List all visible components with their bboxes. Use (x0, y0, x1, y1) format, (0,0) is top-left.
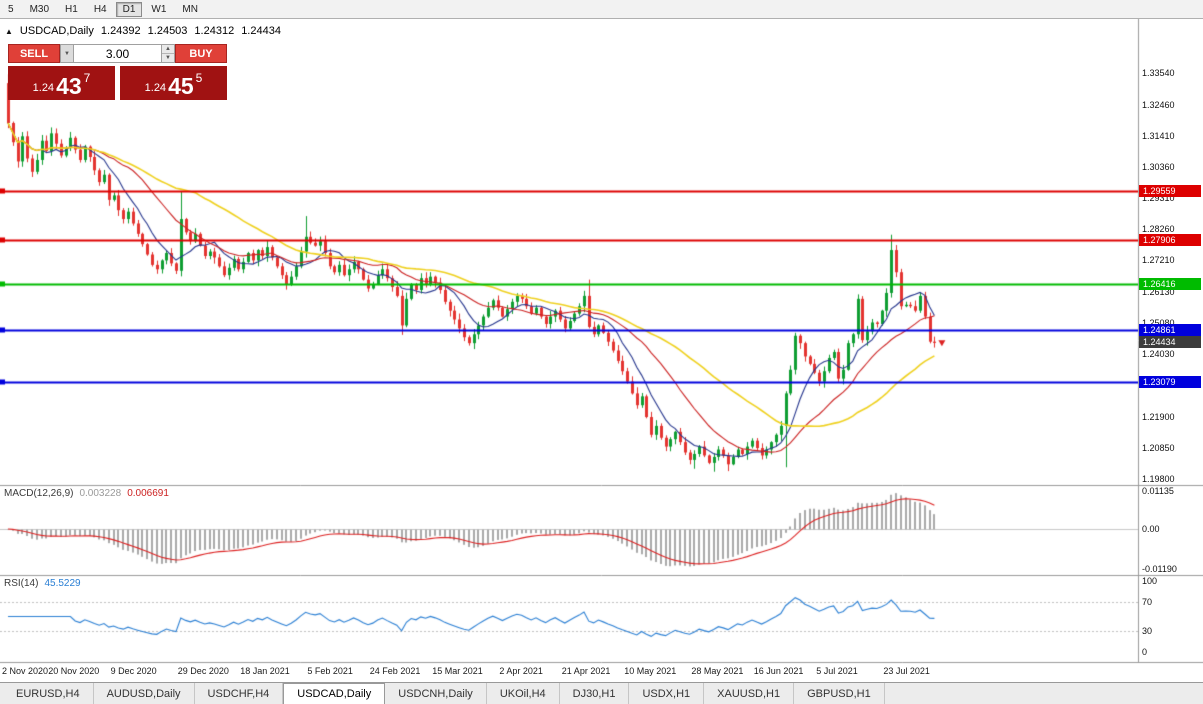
chart-tabs-bar: EURUSD,H4 AUDUSD,Daily USDCHF,H4 USDCAD,Dai… (0, 682, 1203, 704)
timeframe-button-m30[interactable]: M30 (29, 3, 50, 15)
bid-base: 1.24 (32, 82, 55, 94)
symbol-name: USDCAD,Daily (19, 25, 94, 37)
macd-signal-value: 0.006691 (127, 488, 169, 499)
rsi-pane-label: RSI(14) 45.5229 (4, 578, 81, 589)
volume-input[interactable] (73, 44, 162, 63)
symbol-header: ▲ USDCAD,Daily 1.24392 1.24503 1.24312 1… (5, 25, 281, 37)
volume-down-icon[interactable]: ▼ (162, 54, 174, 62)
chart-tab-eurusd-h4[interactable]: EURUSD,H4 (3, 683, 94, 704)
volume-dropdown-icon[interactable]: ▼ (60, 44, 73, 63)
chart-tab-xauusd-h1[interactable]: XAUUSD,H1 (704, 683, 795, 704)
chart-tab-usdx-h1[interactable]: USDX,H1 (629, 683, 705, 704)
ohlc-high: 1.24503 (147, 25, 188, 37)
chart-tab-gbpusd-h1[interactable]: GBPUSD,H1 (794, 683, 885, 704)
tick-up-icon: ▲ (5, 26, 13, 36)
chart-tab-usdcnh-daily[interactable]: USDCNH,Daily (385, 683, 487, 704)
ask-big-digits: 45 (168, 73, 194, 100)
macd-name: MACD(12,26,9) (4, 488, 74, 499)
price-chart-canvas[interactable] (0, 19, 1203, 682)
timeframe-button-5[interactable]: 5 (8, 3, 14, 15)
timeframe-toolbar: 5 M30 H1 H4 D1 W1 MN (0, 0, 1203, 19)
macd-main-value: 0.003228 (79, 488, 122, 499)
ohlc-low: 1.24312 (194, 25, 235, 37)
ohlc-close: 1.24434 (241, 25, 281, 37)
sell-button[interactable]: SELL (8, 44, 60, 63)
one-click-trade-panel: SELL ▼ ▲ ▼ BUY 1.24 43 7 1.24 45 5 (8, 44, 227, 100)
timeframe-button-h1[interactable]: H1 (65, 3, 78, 15)
macd-pane-label: MACD(12,26,9) 0.003228 0.006691 (4, 488, 169, 499)
bid-pip-digit: 7 (83, 71, 91, 85)
ask-base: 1.24 (144, 82, 167, 94)
timeframe-button-w1[interactable]: W1 (151, 3, 167, 15)
timeframe-button-d1[interactable]: D1 (115, 1, 143, 17)
timeframe-button-h4[interactable]: H4 (93, 3, 107, 15)
chart-tab-dj30-h1[interactable]: DJ30,H1 (560, 683, 630, 704)
volume-stepper: ▲ ▼ (162, 44, 175, 63)
ask-pip-digit: 5 (195, 71, 203, 85)
chart-tab-ukoil-h4[interactable]: UKOil,H4 (487, 683, 560, 704)
ask-price-tile[interactable]: 1.24 45 5 (120, 66, 227, 100)
chart-tab-usdcad-daily[interactable]: USDCAD,Daily (283, 683, 386, 704)
rsi-name: RSI(14) (4, 578, 39, 589)
bid-price-tile[interactable]: 1.24 43 7 (8, 66, 115, 100)
chart-window: 1.33540 1.32460 1.31410 1.30360 1.29310 1.282… (0, 19, 1203, 682)
chart-tab-usdchf-h4[interactable]: USDCHF,H4 (195, 683, 284, 704)
rsi-value: 45.5229 (44, 578, 81, 589)
buy-button[interactable]: BUY (175, 44, 227, 63)
volume-up-icon[interactable]: ▲ (162, 45, 174, 54)
chart-tab-audusd-daily[interactable]: AUDUSD,Daily (94, 683, 195, 704)
bid-big-digits: 43 (56, 73, 82, 100)
ohlc-open: 1.24392 (100, 25, 141, 37)
timeframe-button-mn[interactable]: MN (182, 3, 198, 15)
